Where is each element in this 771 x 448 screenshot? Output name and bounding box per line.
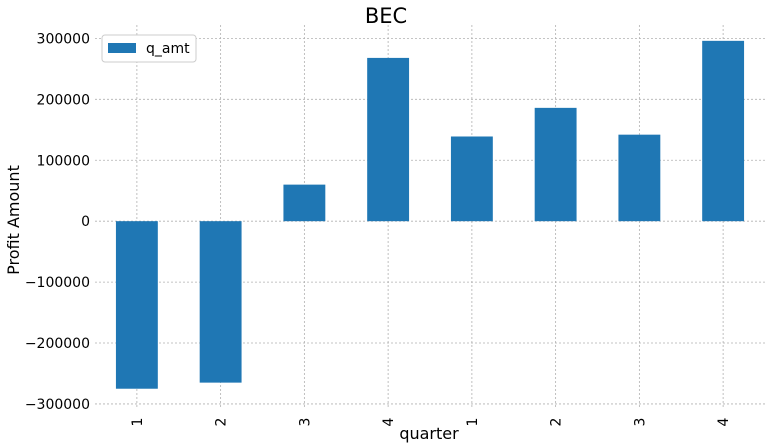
x-tick-label: 1 (130, 418, 146, 427)
x-tick-label: 1 (465, 418, 481, 427)
y-tick-labels: −300000 −200000 −100000 0 100000 200000 300000 (25, 31, 90, 413)
x-tick-labels: 1 2 3 4 1 2 3 4 (130, 417, 732, 426)
x-tick-label: 3 (297, 418, 313, 427)
bar (702, 40, 745, 222)
y-tick-label: 100000 (37, 153, 90, 169)
y-axis-label: Profit Amount (4, 165, 23, 275)
y-tick-label: −100000 (25, 275, 90, 291)
y-tick-label: 0 (81, 214, 90, 230)
x-axis-label: quarter (399, 424, 459, 443)
bars (115, 40, 745, 389)
legend-box (101, 34, 197, 63)
x-tick-label: 4 (716, 417, 732, 426)
bar (199, 221, 242, 383)
legend-label-q-amt: q_amt (146, 41, 190, 57)
bar (367, 57, 410, 222)
x-tick-label: 3 (632, 418, 648, 427)
y-tick-label: 300000 (37, 31, 90, 47)
x-tick-label: 4 (381, 417, 397, 426)
legend-swatch-q-amt (108, 43, 136, 53)
bar (283, 184, 326, 222)
bar (534, 107, 577, 222)
bar (115, 221, 158, 389)
y-tick-label: −200000 (25, 336, 90, 352)
x-tick-label: 2 (549, 418, 565, 427)
y-tick-label: 200000 (37, 92, 90, 108)
chart-title: BEC (365, 4, 407, 28)
x-tick-label: 2 (214, 418, 230, 427)
bar (618, 134, 661, 222)
bar (450, 136, 493, 222)
y-tick-label: −300000 (25, 397, 90, 413)
legend: q_amt (101, 34, 197, 63)
